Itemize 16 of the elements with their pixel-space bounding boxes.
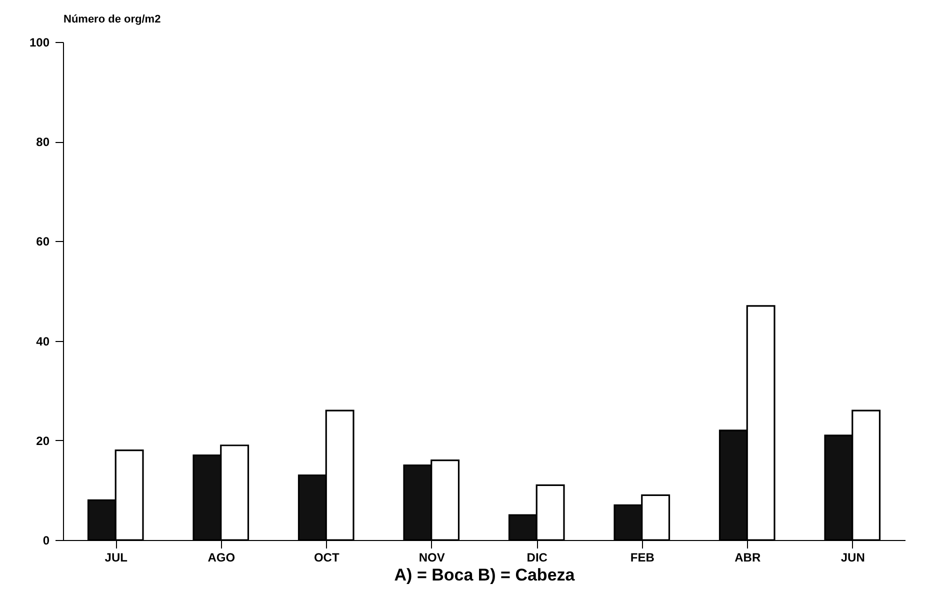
x-tick-label: JUL <box>104 550 128 564</box>
x-tick-label: DIC <box>526 550 548 564</box>
y-tick-label: 20 <box>36 434 50 448</box>
y-tick-label: 100 <box>29 36 50 50</box>
x-tick-label: NOV <box>418 550 445 564</box>
y-tick-label: 60 <box>36 234 50 249</box>
y-axis-title: Número de org/m2 <box>64 14 161 26</box>
x-tick-label: AGO <box>208 550 236 564</box>
y-tick-label: 40 <box>36 334 50 348</box>
x-tick-label: OCT <box>314 550 340 564</box>
x-tick-label: JUN <box>840 550 865 564</box>
x-axis-title: A) = Boca B) = Cabeza <box>394 566 576 584</box>
y-tick-label: 0 <box>42 534 50 548</box>
x-tick-label: FEB <box>630 550 655 564</box>
x-tick-label: ABR <box>734 550 761 564</box>
y-tick-label: 80 <box>36 135 50 150</box>
